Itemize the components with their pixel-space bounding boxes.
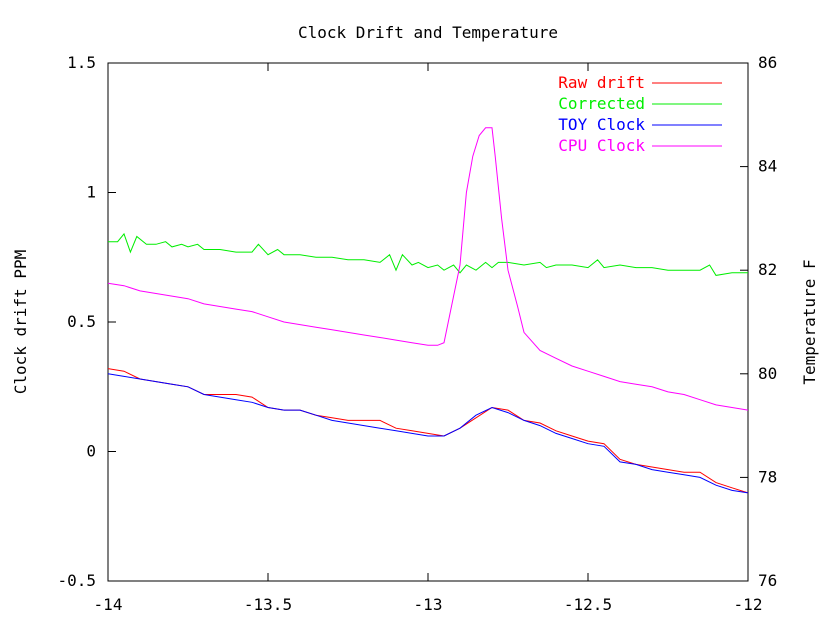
y-axis-label: Clock drift PPM: [11, 250, 30, 395]
ticks: -14 -13.5 -13 -12.5 -12 -0.5 0 0.5 1 1.5 76 78 80 82 8…: [57, 53, 777, 614]
y2-tick-label: 78: [758, 467, 777, 486]
y2-tick-label: 84: [758, 157, 777, 176]
plot-frame: [107, 62, 749, 582]
y-tick-label: 0.5: [67, 312, 96, 331]
y2-tick-label: 76: [758, 571, 777, 590]
series-line-cpu-clock: [107, 127, 749, 411]
y2-tick-label: 86: [758, 53, 777, 72]
series-layer: [107, 127, 749, 494]
series-line-corrected: [108, 232, 748, 276]
legend-label-corrected: Corrected: [558, 94, 645, 113]
x-tick-label: -13: [414, 595, 443, 614]
series-line-toy-clock: [107, 373, 749, 494]
legend-label-toy-clock: TOY Clock: [558, 115, 645, 134]
y-tick-label: -0.5: [57, 571, 96, 590]
y2-tick-label: 80: [758, 364, 777, 383]
legend-label-cpu-clock: CPU Clock: [558, 136, 645, 155]
y-tick-label: 0: [86, 442, 96, 461]
chart-title: Clock Drift and Temperature: [298, 23, 558, 42]
y-tick-label: 1.5: [67, 53, 96, 72]
x-tick-label: -12.5: [564, 595, 612, 614]
x-tick-label: -14: [94, 595, 123, 614]
series-line-raw-drift: [107, 368, 749, 494]
y2-tick-label: 82: [758, 260, 777, 279]
y-tick-label: 1: [86, 183, 96, 202]
y2-axis-label: Temperature F: [800, 259, 819, 384]
legend-label-raw-drift: Raw drift: [558, 73, 645, 92]
x-tick-label: -13.5: [244, 595, 292, 614]
x-tick-label: -12: [734, 595, 763, 614]
legend: Raw drift Corrected TOY Clock CPU Clock: [558, 73, 722, 155]
